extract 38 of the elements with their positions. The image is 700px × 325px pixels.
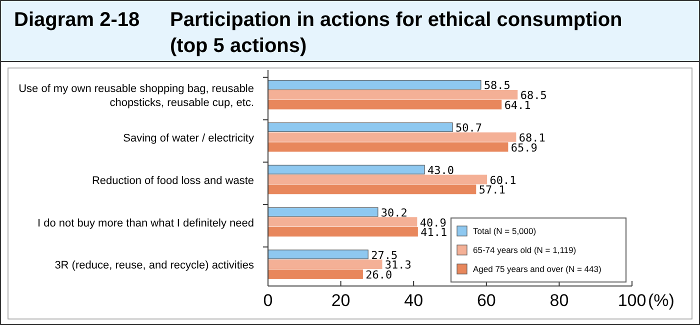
bar <box>268 100 502 110</box>
data-label: 43.0 <box>428 164 454 177</box>
bar <box>268 250 368 260</box>
data-label: 27.5 <box>371 248 398 262</box>
bar <box>268 207 378 217</box>
legend-label: Total (N = 5,000) <box>473 226 536 236</box>
bar <box>268 122 453 132</box>
bar <box>268 174 488 184</box>
data-label: 30.2 <box>380 206 408 220</box>
x-tick-label: 20 <box>331 291 350 310</box>
legend-label: Aged 75 years and over (N = 443) <box>473 264 602 274</box>
x-axis-title: (%) <box>648 291 674 310</box>
bar <box>268 80 482 90</box>
x-tick-label: 0 <box>263 291 273 310</box>
chart-subtitle: Participation in actions for ethical consumption (top 5 actions) <box>170 9 622 57</box>
bar <box>268 227 418 237</box>
legend-label: 65-74 years old (N = 1,119) <box>473 244 576 255</box>
x-tick-label: 100 <box>618 291 646 310</box>
y-tick-label: Saving of water / electricity <box>123 132 254 144</box>
y-tick-label: Use of my own reusable shopping bag, reusable chopsticks, reusable cup, etc. <box>18 83 254 110</box>
data-label: 26.0 <box>366 268 392 282</box>
x-tick-label: 40 <box>404 291 424 310</box>
bar <box>268 184 476 194</box>
y-tick-label: 3R (reduce, reuse, and recycle) activities <box>54 260 254 272</box>
x-tick-label: 60 <box>476 291 496 310</box>
bar <box>268 164 425 174</box>
data-label: 58.5 <box>484 79 510 92</box>
bar <box>268 217 418 227</box>
bar <box>268 90 518 100</box>
x-tick-label: 80 <box>550 291 569 310</box>
data-label: 50.7 <box>456 122 482 135</box>
y-tick-label: I do not buy more than what I definitely need <box>38 217 254 230</box>
bar <box>268 132 516 142</box>
bar <box>268 260 382 270</box>
bar <box>268 269 363 279</box>
text: Diagram 2-18 <box>14 9 140 31</box>
bar <box>268 142 508 152</box>
y-tick-label: Reduction of food loss and waste <box>92 174 254 187</box>
